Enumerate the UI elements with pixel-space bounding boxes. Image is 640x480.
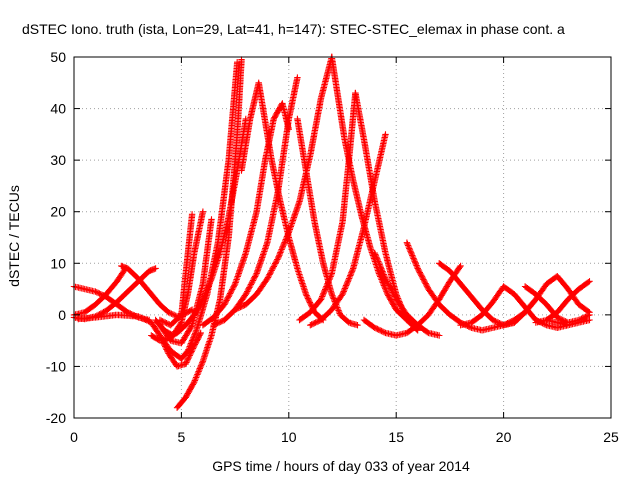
x-tick-label: 5 [178,429,186,445]
data-point-markers [199,100,292,329]
data-point-markers [231,53,335,313]
series-arc-29 [543,316,593,329]
x-tick-label: 20 [496,429,512,445]
series-arc-16 [231,53,335,313]
y-tick-label: -20 [46,410,66,426]
data-point-markers [238,79,327,324]
series-arc-20 [307,131,389,329]
x-axis-label: GPS time / hours of day 033 of year 2014 [212,458,470,474]
x-tick-label: 15 [388,429,404,445]
series-arc-12 [199,100,292,329]
y-tick-label: -10 [46,358,66,374]
data-point-markers [156,211,196,329]
y-tick-label: 0 [58,307,66,323]
data-point-markers [296,89,359,324]
data-series [70,53,593,411]
y-tick-label: 50 [50,49,66,65]
series-arc-11 [148,115,249,344]
y-axis-label: dSTEC / TECUs [6,185,22,287]
x-tick-label: 25 [603,429,619,445]
x-tick-label: 0 [70,429,78,445]
plot-frame [73,56,612,419]
data-point-markers [500,273,593,329]
series-arc-13 [238,79,327,324]
data-point-markers [543,316,593,329]
x-tick-label: 10 [281,429,297,445]
data-point-markers [148,115,249,344]
data-point-markers [307,131,389,329]
y-tick-label: 10 [50,255,66,271]
series-arc-28 [532,278,593,326]
axis-ticks: 0 5 10 15 20 25 -20 -10 0 10 20 30 40 50 [46,49,619,445]
y-tick-label: 40 [50,101,66,117]
series-arc-18 [296,89,359,324]
series-arc-10 [156,211,196,329]
y-tick-label: 20 [50,204,66,220]
chart-title: dSTEC Iono. truth (ista, Lon=29, Lat=41,… [22,21,565,37]
series-arc-26 [500,273,593,329]
data-point-markers [532,278,593,326]
y-tick-label: 30 [50,152,66,168]
